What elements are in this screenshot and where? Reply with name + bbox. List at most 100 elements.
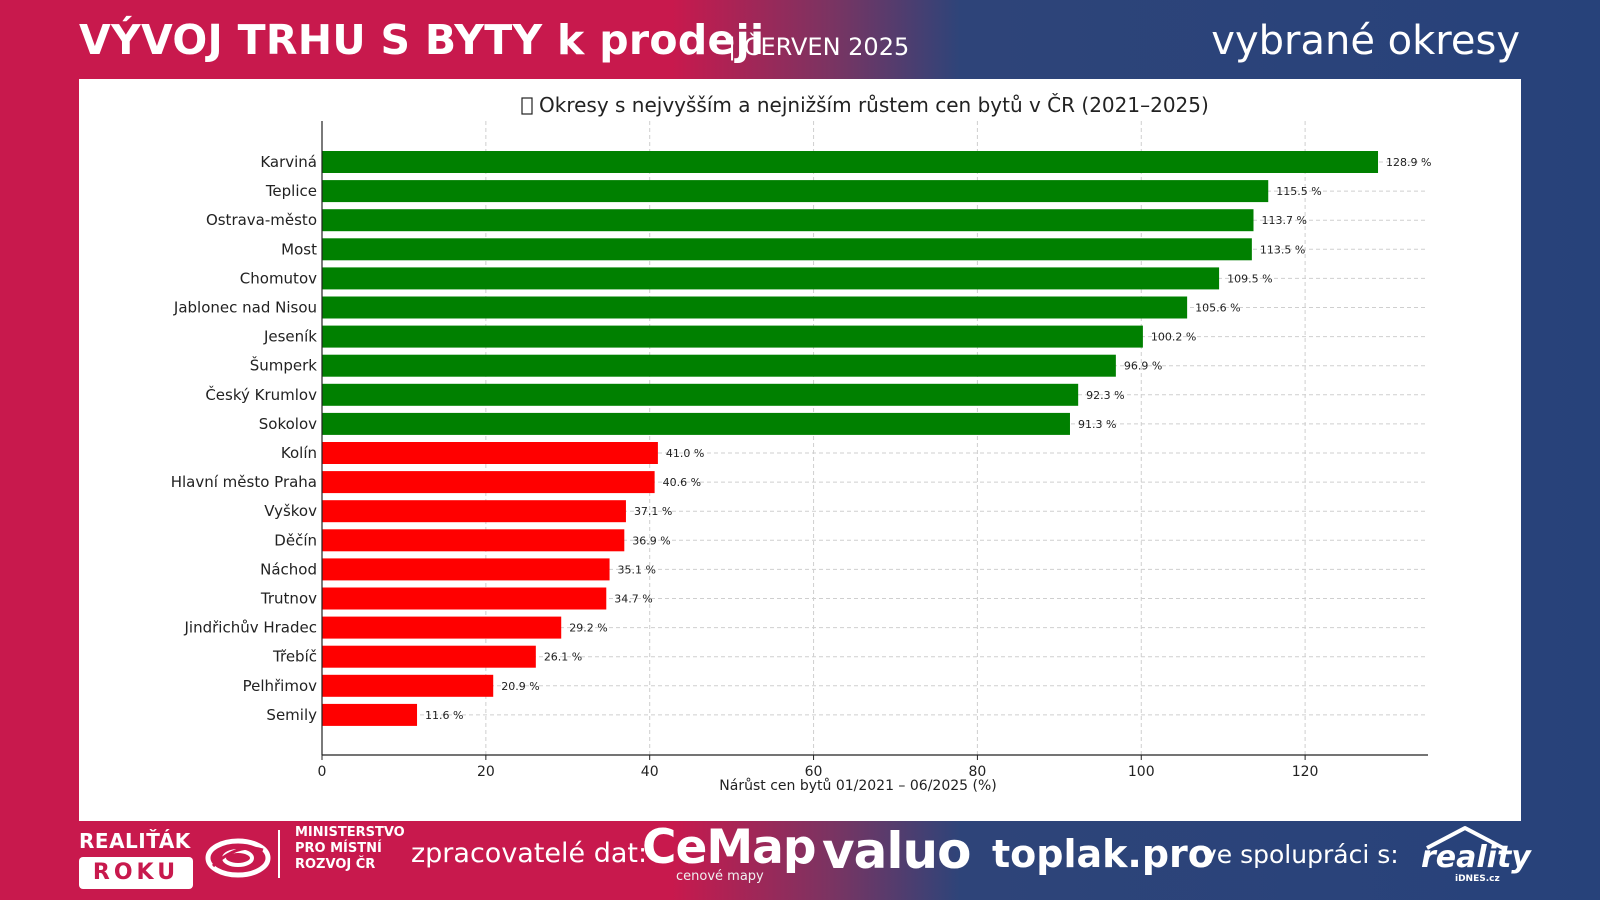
bar bbox=[322, 209, 1254, 232]
category-label: Náchod bbox=[260, 560, 317, 578]
bar bbox=[322, 325, 1143, 348]
roku-label: ROKU bbox=[79, 857, 193, 889]
cemap-subtitle: cenové mapy bbox=[676, 869, 764, 884]
data-label: 20.9 % bbox=[501, 680, 539, 693]
bar bbox=[322, 558, 610, 581]
x-tick-label: 60 bbox=[805, 764, 823, 780]
category-label: Trutnov bbox=[260, 590, 317, 608]
chart-title: Okresy s nejvyšším a nejnižším růstem ce… bbox=[539, 93, 1209, 117]
data-label: 35.1 % bbox=[618, 563, 656, 576]
bar bbox=[322, 151, 1379, 173]
house-icon bbox=[1426, 826, 1504, 850]
data-processors-label: zpracovatelé dat: bbox=[411, 838, 648, 869]
data-label: 100.2 % bbox=[1151, 331, 1196, 344]
category-label: Jablonec nad Nisou bbox=[173, 299, 317, 317]
bar bbox=[322, 354, 1116, 377]
cooperation-label: ve spolupráci s: bbox=[1202, 840, 1399, 869]
x-tick-label: 100 bbox=[1128, 764, 1155, 780]
bar bbox=[322, 471, 655, 494]
category-label: Most bbox=[281, 240, 317, 258]
bar bbox=[322, 238, 1252, 261]
category-label: Semily bbox=[266, 706, 317, 724]
category-label: Ostrava-město bbox=[206, 211, 317, 229]
cemap-logo: CeMap cenové mapy bbox=[642, 820, 816, 884]
ministry-emblem-icon bbox=[205, 838, 271, 878]
data-label: 128.9 % bbox=[1386, 156, 1431, 169]
data-label: 96.9 % bbox=[1124, 360, 1162, 373]
data-label: 26.1 % bbox=[544, 651, 582, 664]
bar bbox=[322, 180, 1269, 203]
x-tick-label: 40 bbox=[641, 764, 659, 780]
ministry-name: MINISTERSTVO PRO MÍSTNÍ ROZVOJ ČR bbox=[295, 825, 405, 872]
data-label: 105.6 % bbox=[1195, 302, 1240, 315]
category-label: Teplice bbox=[265, 182, 317, 200]
x-tick-label: 0 bbox=[318, 764, 327, 780]
ministry-divider bbox=[278, 830, 280, 878]
x-tick-label: 80 bbox=[968, 764, 986, 780]
chart-title-group: Okresy s nejvyšším a nejnižším růstem ce… bbox=[521, 93, 1209, 117]
category-labels: Karviná Teplice Ostrava-město Most Chomutov J… bbox=[171, 153, 318, 724]
data-label: 115.5 % bbox=[1276, 185, 1321, 198]
category-label: Jeseník bbox=[263, 328, 317, 346]
data-label: 29.2 % bbox=[569, 622, 607, 635]
realitak-roku-logo: REALIŤÁK ROKU bbox=[79, 830, 193, 889]
bar bbox=[322, 674, 494, 697]
category-label: Chomutov bbox=[240, 269, 317, 287]
category-label: Pelhřimov bbox=[243, 677, 318, 695]
chart-panel: Okresy s nejvyšším a nejnižším růstem ce… bbox=[79, 79, 1521, 821]
reality-subtitle: iDNES.cz bbox=[1455, 874, 1500, 884]
data-label: 91.3 % bbox=[1078, 418, 1116, 431]
category-label: Sokolov bbox=[259, 415, 317, 433]
bars bbox=[322, 151, 1379, 726]
bar bbox=[322, 412, 1070, 435]
bar bbox=[322, 296, 1188, 319]
footer: REALIŤÁK ROKU MINISTERSTVO PRO MÍSTNÍ RO… bbox=[0, 820, 1600, 900]
realitak-label: REALIŤÁK bbox=[79, 829, 191, 853]
category-label: Děčín bbox=[274, 531, 317, 549]
bar bbox=[322, 442, 658, 464]
data-label: 11.6 % bbox=[425, 709, 463, 722]
bar-chart: Okresy s nejvyšším a nejnižším růstem ce… bbox=[171, 93, 1432, 794]
bar bbox=[322, 529, 625, 552]
header: VÝVOJ TRHU S BYTY k prodeji | ČERVEN 202… bbox=[0, 0, 1600, 80]
reality-name: reality bbox=[1421, 840, 1531, 875]
category-label: Kolín bbox=[281, 444, 317, 462]
category-label: Vyškov bbox=[264, 502, 317, 520]
category-label: Třebíč bbox=[272, 648, 317, 666]
category-label: Hlavní město Praha bbox=[171, 473, 317, 491]
data-label: 34.7 % bbox=[614, 593, 652, 606]
valuo-logo: valuo bbox=[822, 822, 971, 880]
category-label: Český Krumlov bbox=[205, 385, 317, 404]
data-label: 113.7 % bbox=[1261, 214, 1306, 227]
bar bbox=[322, 500, 626, 523]
axes bbox=[321, 121, 1428, 760]
bar bbox=[322, 616, 562, 639]
x-tick-label: 20 bbox=[477, 764, 495, 780]
bar bbox=[322, 587, 607, 610]
reality-idnes-logo: reality iDNES.cz bbox=[1407, 824, 1531, 890]
x-axis-label: Nárůst cen bytů 01/2021 – 06/2025 (%) bbox=[719, 778, 996, 794]
category-label: Karviná bbox=[260, 153, 317, 171]
data-label: 92.3 % bbox=[1086, 389, 1124, 402]
data-label: 37.1 % bbox=[634, 505, 672, 518]
data-label: 40.6 % bbox=[663, 476, 701, 489]
page-title: VÝVOJ TRHU S BYTY k prodeji bbox=[79, 16, 765, 64]
toplak-logo: toplak.pro bbox=[992, 832, 1214, 876]
x-tick-labels: 0 20 40 60 80 100 120 bbox=[318, 764, 1319, 780]
bar bbox=[322, 383, 1079, 406]
missing-glyph-icon bbox=[521, 97, 533, 115]
category-label: Jindřichův Hradec bbox=[184, 619, 318, 637]
data-label: 113.5 % bbox=[1260, 243, 1305, 256]
bar bbox=[322, 645, 536, 668]
data-label: 36.9 % bbox=[632, 534, 670, 547]
bar bbox=[322, 703, 418, 726]
value-labels: 128.9 % 115.5 % 113.7 % 113.5 % 109.5 % 105.6… bbox=[425, 156, 1431, 722]
page-subtitle: | ČERVEN 2025 bbox=[728, 33, 910, 61]
data-label: 109.5 % bbox=[1227, 272, 1272, 285]
region-selection-label: vybrané okresy bbox=[1211, 18, 1520, 64]
cemap-name: CeMap bbox=[642, 820, 816, 875]
data-label: 41.0 % bbox=[666, 447, 704, 460]
category-label: Šumperk bbox=[250, 356, 318, 375]
bar bbox=[322, 267, 1220, 290]
x-tick-label: 120 bbox=[1292, 764, 1319, 780]
